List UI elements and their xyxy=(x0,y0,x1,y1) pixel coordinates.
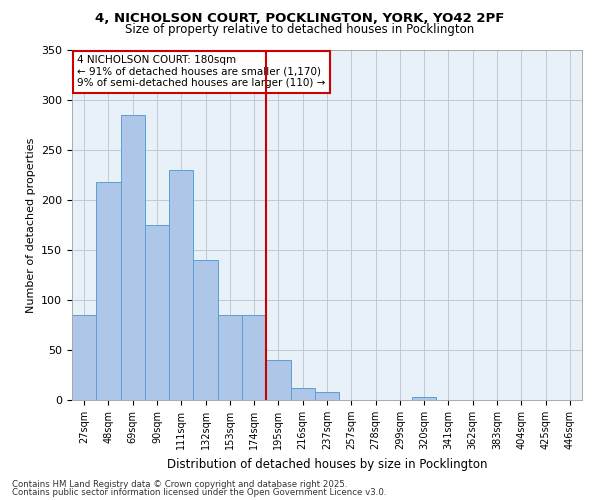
Bar xyxy=(412,397,436,400)
Text: Size of property relative to detached houses in Pocklington: Size of property relative to detached ho… xyxy=(125,22,475,36)
Text: Contains public sector information licensed under the Open Government Licence v3: Contains public sector information licen… xyxy=(12,488,386,497)
Text: Contains HM Land Registry data © Crown copyright and database right 2025.: Contains HM Land Registry data © Crown c… xyxy=(12,480,347,489)
Bar xyxy=(96,182,121,400)
X-axis label: Distribution of detached houses by size in Pocklington: Distribution of detached houses by size … xyxy=(167,458,487,470)
Bar xyxy=(72,315,96,400)
Bar xyxy=(145,225,169,400)
Text: 4 NICHOLSON COURT: 180sqm
← 91% of detached houses are smaller (1,170)
9% of sem: 4 NICHOLSON COURT: 180sqm ← 91% of detac… xyxy=(77,56,325,88)
Bar xyxy=(315,392,339,400)
Bar xyxy=(169,170,193,400)
Text: 4, NICHOLSON COURT, POCKLINGTON, YORK, YO42 2PF: 4, NICHOLSON COURT, POCKLINGTON, YORK, Y… xyxy=(95,12,505,26)
Y-axis label: Number of detached properties: Number of detached properties xyxy=(26,138,35,312)
Bar xyxy=(290,388,315,400)
Bar xyxy=(121,115,145,400)
Bar xyxy=(193,260,218,400)
Bar xyxy=(242,315,266,400)
Bar xyxy=(266,360,290,400)
Bar xyxy=(218,315,242,400)
